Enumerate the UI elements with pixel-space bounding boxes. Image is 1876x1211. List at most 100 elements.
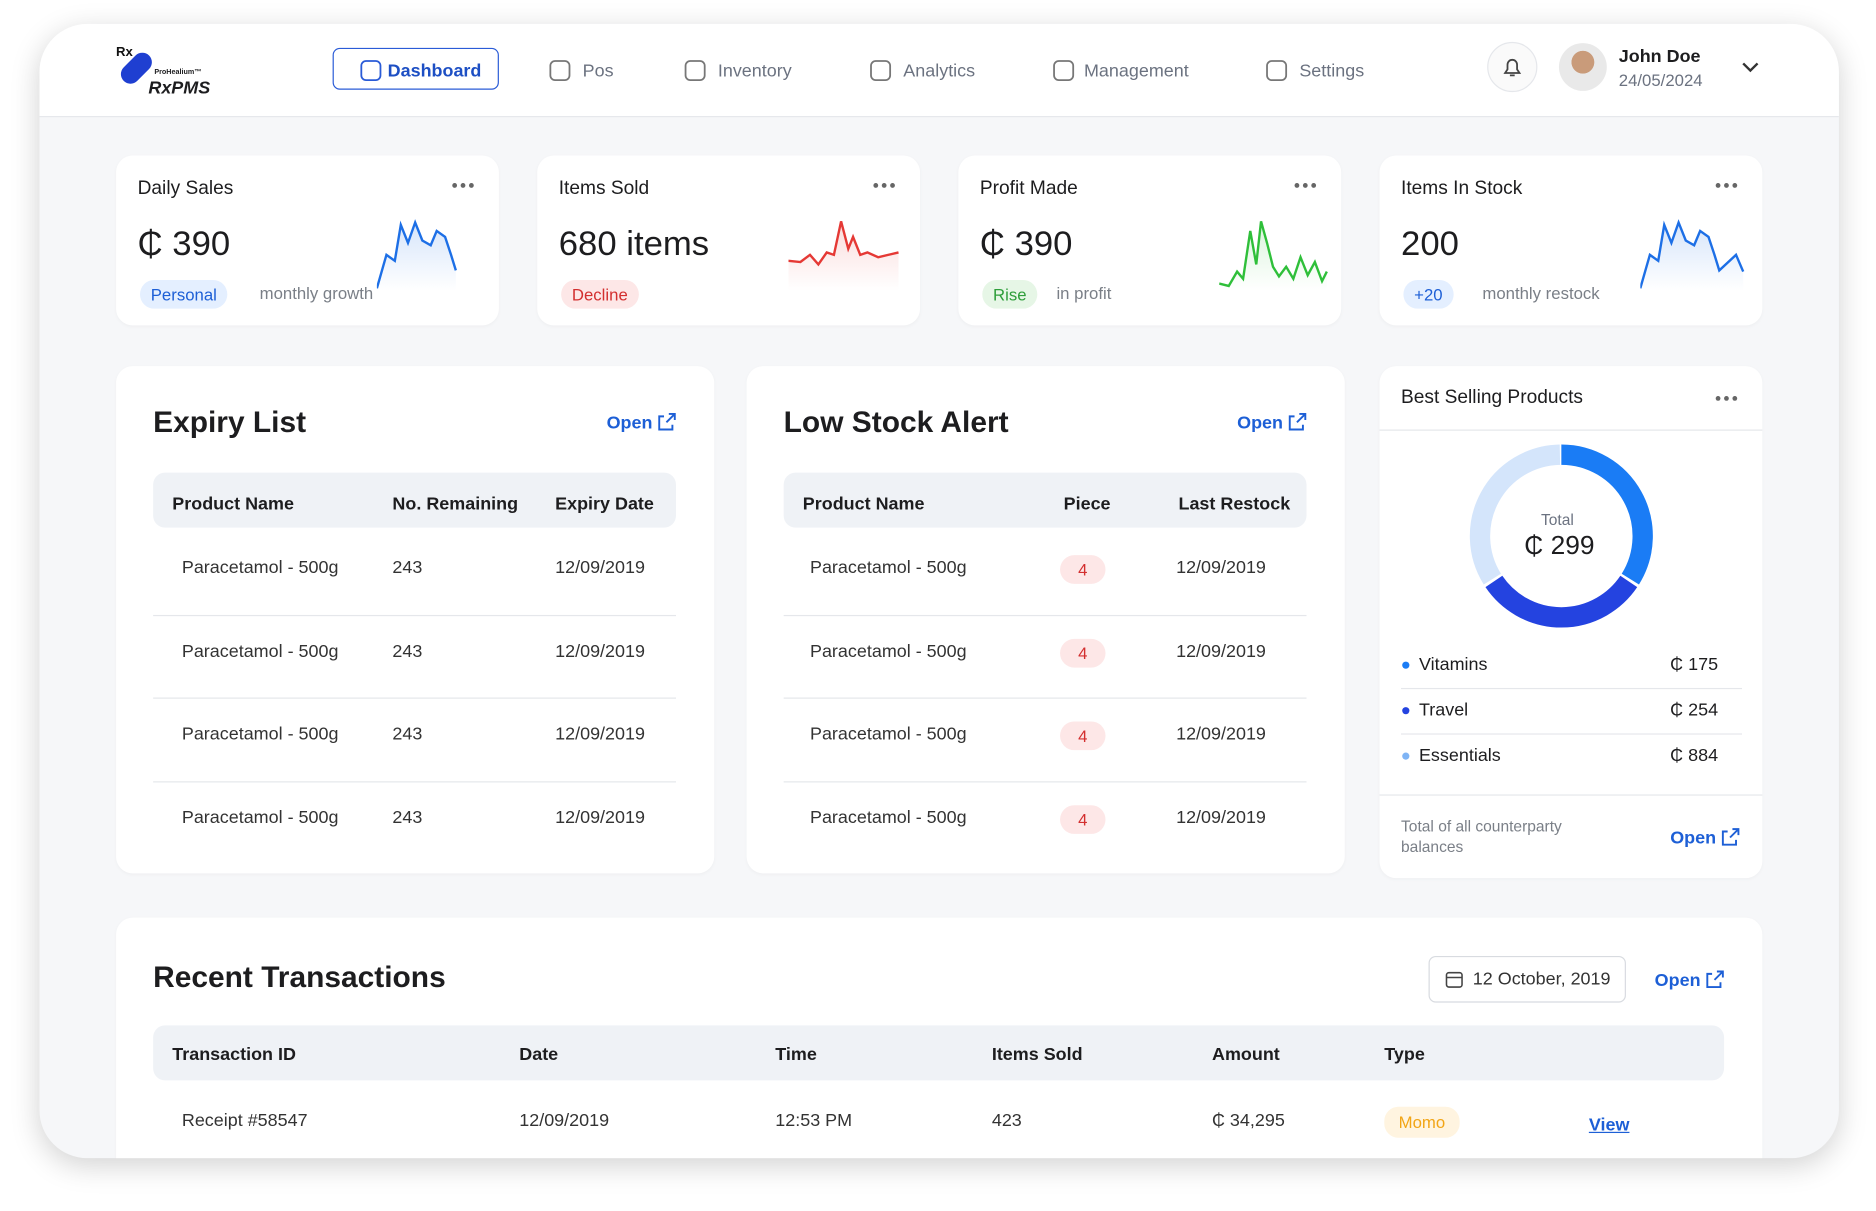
sparkline [1640, 219, 1745, 291]
external-link-icon [1288, 413, 1307, 431]
column-header: Date [519, 1044, 559, 1065]
nav-item[interactable]: Inventory [717, 61, 792, 82]
cell: Paracetamol - 500g [809, 723, 967, 745]
icon-shape [1288, 413, 1307, 431]
divider [1379, 429, 1763, 431]
cell: 12/09/2019 [1176, 641, 1266, 662]
nav-dashboard-button[interactable] [332, 47, 499, 90]
table-header [783, 472, 1307, 528]
stat-value: 680 items [558, 224, 710, 264]
footer-note: Total of all counterparty balances [1401, 817, 1562, 856]
sparkline [376, 219, 457, 291]
nav-icon [1053, 60, 1075, 82]
nav-item[interactable]: Pos [582, 61, 614, 82]
row-divider [783, 614, 1307, 617]
icon-shape [870, 60, 892, 82]
card-title: Recent Transactions [153, 960, 446, 995]
icon-shape [1053, 60, 1075, 82]
row-divider [153, 697, 676, 699]
cell: 12/09/2019 [519, 1110, 610, 1131]
stat-badge: +20 [1403, 279, 1454, 309]
more-icon [452, 183, 474, 188]
cell: Receipt #58547 [181, 1110, 308, 1131]
notification-button[interactable] [1487, 41, 1538, 93]
nav-item[interactable]: Management [1083, 61, 1189, 82]
stat-card: Items Sold 680 items Decline [537, 155, 921, 326]
nav-item[interactable]: Analytics [903, 61, 976, 82]
cell: 12/09/2019 [1176, 723, 1266, 745]
cell: 12/09/2019 [1176, 807, 1266, 828]
cell: 423 [991, 1110, 1022, 1131]
icon-shape [658, 413, 676, 431]
stat-title: Items In Stock [1401, 178, 1523, 199]
quantity-badge: 4 [1060, 638, 1106, 668]
icon-shape [1715, 396, 1721, 401]
icon-shape [1219, 221, 1328, 288]
column-header: Piece [1063, 494, 1111, 515]
table-card: Expiry List Open Product Name No. Remaining… [116, 366, 715, 874]
cell: 12/09/2019 [555, 723, 645, 745]
more-icon [1715, 183, 1738, 188]
column-header: No. Remaining [392, 494, 519, 515]
donut-chart [1469, 444, 1653, 628]
card-title: Best Selling Products [1401, 387, 1583, 408]
cell: 12/09/2019 [1176, 557, 1266, 578]
donut-total: ₵ 299 [1524, 530, 1595, 560]
icon-shape [873, 183, 879, 188]
icon-shape [1503, 58, 1522, 77]
open-link[interactable]: Open [1670, 827, 1717, 849]
icon-shape [1732, 183, 1738, 188]
open-link[interactable]: Open [606, 412, 653, 434]
icon-shape [881, 183, 887, 188]
stat-value: 200 [1401, 224, 1459, 264]
transactions-card: Recent Transactions 12 October, 2019 Open T… [116, 917, 1763, 1159]
cell: 243 [392, 807, 423, 828]
icon-shape [1640, 219, 1745, 289]
icon-shape [1266, 60, 1288, 82]
icon-shape [1561, 444, 1653, 585]
stat-note: monthly growth [259, 283, 374, 303]
row-divider [783, 781, 1307, 783]
avatar [1558, 43, 1607, 91]
divider [1379, 794, 1763, 796]
icon-shape [469, 183, 474, 188]
nav-item[interactable]: Dashboard [387, 61, 482, 82]
quantity-badge: 4 [1060, 721, 1106, 751]
cell: Paracetamol - 500g [181, 723, 339, 745]
divider [1401, 687, 1743, 690]
icon-shape [1219, 221, 1327, 291]
divider [1401, 733, 1743, 735]
cell: Paracetamol - 500g [809, 641, 967, 662]
column-header: Expiry Date [555, 494, 654, 515]
user-name: John Doe [1618, 46, 1701, 68]
cell: Paracetamol - 500g [809, 807, 967, 828]
open-link[interactable]: Open [1654, 970, 1701, 991]
stat-value: ₵ 390 [137, 224, 231, 264]
calendar-icon [1445, 971, 1463, 988]
cell: Paracetamol - 500g [181, 641, 339, 662]
nav-icon [1266, 60, 1288, 82]
icon-shape [1706, 970, 1724, 989]
icon-shape [1715, 183, 1721, 188]
cell: 243 [392, 723, 423, 745]
quantity-badge: 4 [1060, 555, 1106, 584]
column-header: Product Name [172, 494, 294, 515]
table-card: Low Stock Alert Open Product Name Piece Last… [746, 366, 1345, 874]
date-picker-label[interactable]: 12 October, 2019 [1472, 969, 1611, 990]
stat-title: Daily Sales [137, 178, 234, 199]
view-link[interactable]: View [1588, 1115, 1630, 1136]
nav-icon [684, 60, 706, 82]
open-link[interactable]: Open [1237, 412, 1283, 434]
icon-shape [1742, 62, 1759, 73]
icon-shape [1724, 183, 1729, 188]
column-header: Type [1384, 1044, 1425, 1065]
stat-card: Items In Stock 200 +20 monthly restock [1379, 155, 1763, 326]
card-title: Low Stock Alert [783, 405, 1009, 440]
nav-item[interactable]: Settings [1299, 61, 1365, 82]
bell-icon [1503, 58, 1522, 77]
stat-note: in profit [1056, 283, 1112, 303]
icon-shape [549, 60, 571, 82]
column-header: Last Restock [1178, 494, 1291, 515]
